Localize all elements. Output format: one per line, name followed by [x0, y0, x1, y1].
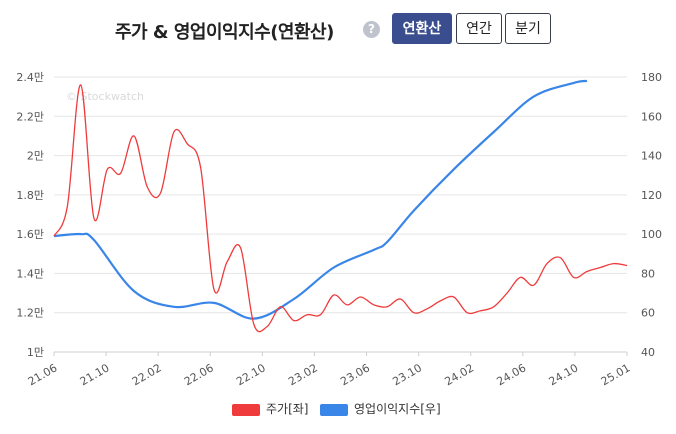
x-tick-label: 23.02: [286, 361, 320, 388]
legend: 주가[좌] 영업이익지수[우]: [0, 400, 676, 420]
y-left-tick-label: 1.2만: [16, 307, 44, 320]
y-right-tick-label: 40: [641, 346, 655, 359]
y-left-tick-label: 1.4만: [16, 267, 44, 280]
chart-header: 주가 & 영업이익지수(연환산) ? 연환산 연간 분기: [0, 12, 676, 48]
y-right-tick-label: 160: [641, 110, 662, 123]
legend-swatch-price: [232, 403, 260, 416]
x-tick-label: 24.06: [495, 361, 529, 388]
y-left-tick-label: 1.6만: [16, 228, 44, 241]
chart-title: 주가 & 영업이익지수(연환산): [115, 22, 334, 43]
y-right-tick-label: 100: [641, 228, 662, 241]
y-right-tick-label: 180: [641, 71, 662, 84]
x-tick-label: 22.06: [182, 361, 216, 388]
y-left-tick-label: 1.8만: [16, 189, 44, 202]
legend-item-price[interactable]: 주가[좌]: [232, 400, 308, 417]
annualized-button[interactable]: 연환산: [392, 13, 452, 44]
watermark: © Stockwatch: [66, 90, 144, 103]
series-line-operating-profit-index: [53, 79, 588, 320]
x-tick-label: 22.10: [234, 361, 268, 388]
y-right-tick-label: 120: [641, 189, 662, 202]
y-right-tick-label: 60: [641, 307, 655, 320]
y-left-tick-label: 2만: [27, 150, 44, 163]
x-tick-label: 21.06: [26, 361, 60, 388]
legend-swatch-index: [320, 403, 348, 416]
y-right-tick-label: 80: [641, 267, 655, 280]
legend-label-index: 영업이익지수[우]: [354, 402, 441, 416]
legend-label-price: 주가[좌]: [266, 402, 309, 416]
annual-button[interactable]: 연간: [456, 13, 502, 44]
legend-item-index[interactable]: 영업이익지수[우]: [320, 400, 441, 417]
x-tick-label: 24.10: [547, 361, 581, 388]
x-tick-label: 25.01: [599, 361, 633, 388]
series-line-stock-price: [53, 84, 628, 333]
quarterly-button[interactable]: 분기: [505, 13, 551, 44]
x-tick-label: 24.02: [442, 361, 476, 388]
x-tick-label: 21.10: [78, 361, 112, 388]
x-tick-label: 22.02: [130, 361, 164, 388]
y-right-tick-label: 140: [641, 150, 662, 163]
y-left-tick-label: 2.4만: [16, 71, 44, 84]
help-icon[interactable]: ?: [363, 21, 380, 38]
x-tick-label: 23.10: [390, 361, 424, 388]
y-left-tick-label: 1만: [27, 346, 44, 359]
y-left-tick-label: 2.2만: [16, 110, 44, 123]
x-tick-label: 23.06: [338, 361, 372, 388]
